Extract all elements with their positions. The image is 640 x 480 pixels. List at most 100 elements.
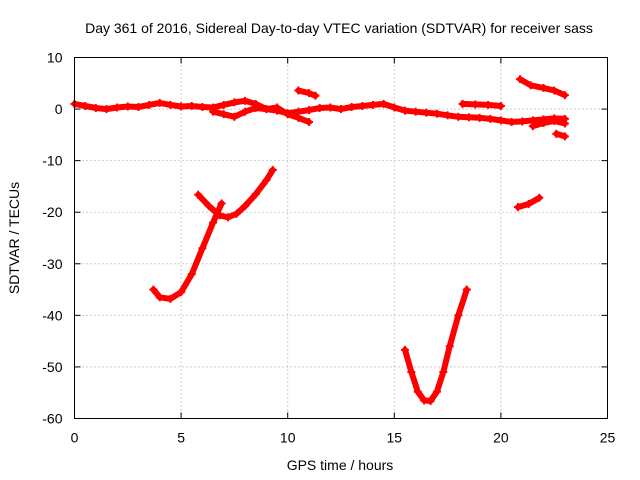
data-point <box>560 119 569 128</box>
data-point <box>209 107 218 116</box>
data-point <box>166 100 175 109</box>
y-tick-label: -50 <box>42 359 62 375</box>
data-point <box>432 387 441 396</box>
data-point <box>187 270 196 279</box>
data-point <box>390 103 399 112</box>
data-point <box>273 106 282 115</box>
data-point <box>513 203 522 212</box>
data-point <box>215 211 224 220</box>
x-tick-label: 20 <box>493 430 509 446</box>
data-point <box>475 113 484 122</box>
data-point <box>283 109 292 118</box>
data-point <box>539 83 548 92</box>
series-line-track-short-c <box>529 117 568 130</box>
data-point <box>518 117 527 126</box>
data-point <box>550 116 559 125</box>
data-point <box>400 345 409 354</box>
data-point <box>294 86 303 95</box>
data-point <box>102 105 111 114</box>
y-tick-label: -10 <box>42 153 62 169</box>
data-point <box>166 294 175 303</box>
data-point <box>552 129 561 138</box>
data-point <box>209 218 218 227</box>
data-point <box>91 104 100 113</box>
plot-frame <box>74 57 608 419</box>
data-point <box>224 213 233 222</box>
y-tick-label: 10 <box>47 50 63 66</box>
data-point <box>305 117 314 126</box>
data-point <box>471 100 480 109</box>
data-point <box>411 107 420 116</box>
data-point <box>294 107 303 116</box>
data-point <box>496 116 505 125</box>
series-line-track-curve-c <box>402 286 470 404</box>
data-point <box>204 202 213 211</box>
data-point <box>379 99 388 108</box>
data-point <box>462 285 471 294</box>
data-point <box>516 75 525 84</box>
data-point <box>305 106 314 115</box>
data-point <box>113 103 122 112</box>
x-tick-label: 10 <box>280 430 296 446</box>
data-point <box>315 104 324 113</box>
data-point <box>560 132 569 141</box>
data-point <box>464 113 473 122</box>
data-point <box>407 368 416 377</box>
data-point <box>177 288 186 297</box>
x-tick-label: 0 <box>71 430 79 446</box>
data-point <box>134 103 143 112</box>
data-point <box>149 285 158 294</box>
series-line-track-near-zero-b <box>210 100 568 125</box>
series-line-track-near-zero-c <box>459 100 504 109</box>
data-point <box>155 293 164 302</box>
data-point <box>81 101 90 110</box>
data-point <box>241 96 250 105</box>
data-point <box>347 103 356 112</box>
y-tick-label: -60 <box>42 411 62 427</box>
data-point <box>241 107 250 116</box>
y-tick-labels: 10 0 -10 -20 -30 -40 -50 -60 <box>42 50 62 427</box>
data-point <box>524 199 533 208</box>
data-point <box>550 86 559 95</box>
data-point <box>560 91 569 100</box>
data-point <box>454 112 463 121</box>
data-point <box>528 122 537 131</box>
data-point <box>251 190 260 199</box>
data-point <box>445 342 454 351</box>
x-tick-label: 15 <box>387 430 403 446</box>
data-point <box>326 103 335 112</box>
data-point <box>539 118 548 127</box>
data-point <box>432 109 441 118</box>
data-point <box>422 108 431 117</box>
x-tick-label: 5 <box>177 430 185 446</box>
data-point <box>305 89 314 98</box>
data-point <box>145 100 154 109</box>
x-tick-labels: 0 5 10 15 20 25 <box>71 430 616 446</box>
data-point <box>368 100 377 109</box>
data-point <box>484 100 493 109</box>
x-axis-label: GPS time / hours <box>287 457 394 473</box>
data-point <box>262 105 271 114</box>
data-point <box>358 101 367 110</box>
y-tick-label: -20 <box>42 204 62 220</box>
data-point <box>198 244 207 253</box>
chart-title: Day 361 of 2016, Sidereal Day-to-day VTE… <box>85 20 593 36</box>
data-point <box>187 101 196 110</box>
data-point <box>526 81 535 90</box>
data-point <box>123 102 132 111</box>
data-point <box>443 111 452 120</box>
y-tick-label: 0 <box>55 101 63 117</box>
data-point <box>194 190 203 199</box>
data-point <box>219 110 228 119</box>
data-point <box>400 106 409 115</box>
data-point <box>439 368 448 377</box>
tick-marks <box>74 57 608 419</box>
data-point <box>454 311 463 320</box>
data-point <box>507 117 516 126</box>
data-point <box>413 387 422 396</box>
data-point <box>486 114 495 123</box>
data-point <box>198 103 207 112</box>
data-point <box>232 209 241 218</box>
data-point <box>217 199 226 208</box>
